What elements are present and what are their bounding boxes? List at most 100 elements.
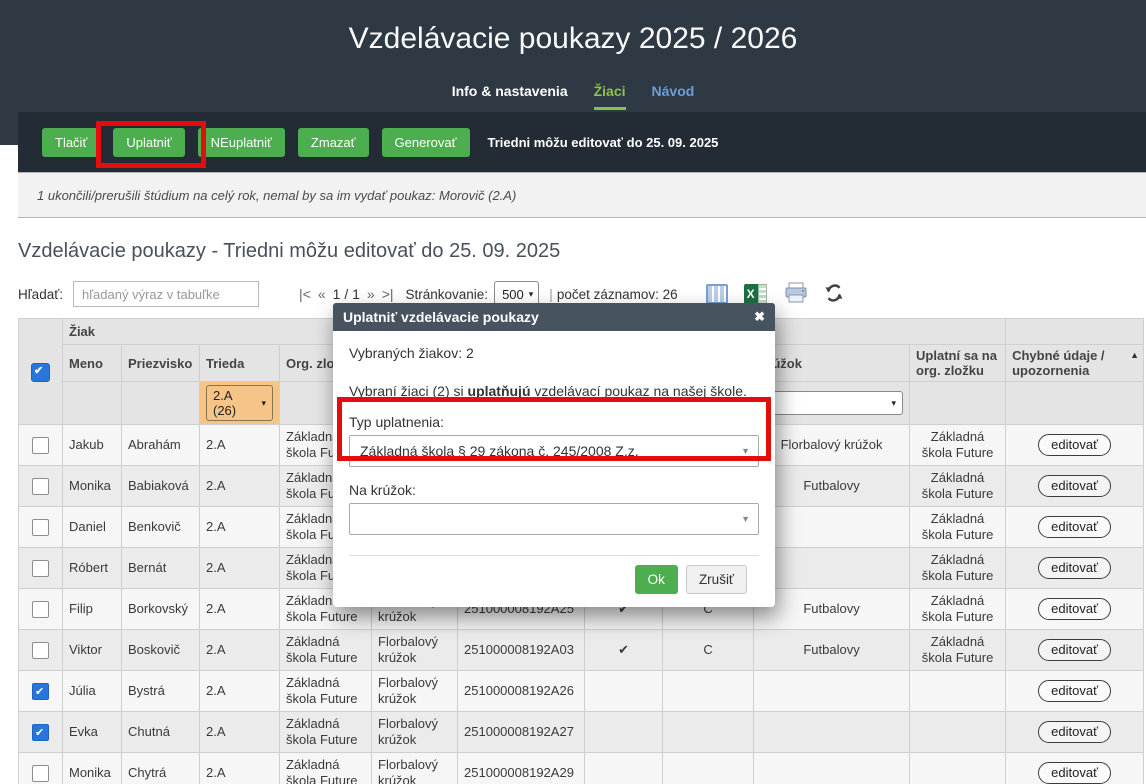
col-priezvisko[interactable]: Priezvisko (121, 344, 200, 382)
tab-navod[interactable]: Návod (651, 83, 695, 99)
row-checkbox[interactable] (32, 436, 49, 454)
kruzok-select[interactable]: ▼ (349, 503, 759, 535)
cell-uplatni-sa: Základná škola Future (909, 547, 1007, 589)
cell-na-kruzok (753, 506, 911, 548)
cell-meno: Júlia (62, 670, 122, 712)
ok-button[interactable]: Ok (634, 565, 678, 594)
cell-priezvisko: Bystrá (121, 670, 200, 712)
trieda-filter-cell: 2.A (26) ▾ (199, 381, 280, 425)
tab-ziaci[interactable]: Žiaci (593, 83, 626, 110)
cell-voucher-code: 251000008192A03 (457, 629, 586, 671)
col-meno[interactable]: Meno (62, 344, 122, 382)
editovat-button[interactable]: editovať (1038, 475, 1111, 497)
row-checkbox[interactable] (32, 764, 49, 782)
col-uplatni-sa[interactable]: Uplatní sa na org. zložku (909, 344, 1007, 382)
tab-info-nastavenia[interactable]: Info & nastavenia (451, 83, 568, 99)
select-arrow-icon: ▼ (741, 514, 750, 524)
tlacit-button[interactable]: Tlačiť (42, 127, 101, 157)
col-na-kruzok[interactable]: krúžok (753, 344, 911, 382)
table-tools: X (705, 282, 844, 307)
excel-export-icon[interactable]: X (743, 284, 768, 304)
cell-trieda: 2.A (199, 752, 280, 784)
row-checkbox[interactable] (32, 641, 49, 659)
zmazat-button[interactable]: Zmazať (297, 127, 369, 157)
print-icon[interactable] (784, 282, 808, 307)
toolbar: Tlačiť Uplatniť NEuplatniť Zmazať Genero… (18, 112, 1146, 172)
page-indicator: 1 / 1 (332, 286, 360, 302)
first-page-button[interactable]: |< (299, 286, 311, 302)
row-checkbox[interactable] (32, 723, 49, 741)
table-row: Viktor Boskovič 2.A Základná škola Futur… (18, 629, 1145, 671)
row-checkbox[interactable] (32, 559, 49, 577)
editovat-button[interactable]: editovať (1038, 762, 1111, 784)
cell-meno: Filip (62, 588, 122, 630)
cell-trieda: 2.A (199, 424, 280, 466)
cell-kruzok: Florbalový krúžok (370, 752, 459, 784)
next-page-button[interactable]: » (366, 286, 375, 302)
cell-uplatneny-check (584, 752, 664, 784)
cell-na-kruzok: Futbalovy (753, 588, 911, 630)
cell-trieda: 2.A (199, 547, 280, 589)
cell-uplatni-sa: Základná škola Future (909, 588, 1007, 630)
page-title: Vzdelávacie poukazy - Triedni môžu edito… (18, 240, 561, 262)
cell-kruzok: Florbalový krúžok (370, 670, 459, 712)
cell-uplatni-sa: Základná škola Future (909, 506, 1007, 548)
search-input[interactable] (73, 281, 260, 307)
cell-priezvisko: Babiaková (121, 465, 200, 507)
chevron-down-icon: ▾ (528, 288, 534, 299)
editovat-button[interactable]: editovať (1038, 516, 1111, 538)
uplatnit-button[interactable]: Uplatniť (113, 127, 185, 157)
editovat-button[interactable]: editovať (1038, 598, 1111, 620)
kruzok-label: Na krúžok: (349, 482, 416, 498)
close-icon[interactable]: ✖ (754, 309, 765, 324)
cell-na-kruzok (753, 711, 911, 753)
uplatnit-modal: Uplatniť vzdelávacie poukazy ✖ Vybraných… (333, 303, 775, 607)
cell-meno: Daniel (62, 506, 122, 548)
table-row: Júlia Bystrá 2.A Základná škola Future F… (18, 670, 1145, 712)
type-label: Typ uplatnenia: (349, 414, 444, 430)
cancel-button[interactable]: Zrušiť (685, 565, 747, 594)
prev-page-button[interactable]: « (317, 286, 326, 302)
type-select[interactable]: Základná škola § 29 zákona č. 245/2008 Z… (349, 435, 759, 467)
generovat-button[interactable]: Generovať (381, 127, 470, 157)
editovat-button[interactable]: editovať (1038, 680, 1111, 702)
table-row: Monika Chytrá 2.A Základná škola Future … (18, 752, 1145, 784)
modal-sentence: Vybraní žiaci (2) si uplatňujú vzdelávac… (349, 383, 747, 399)
row-checkbox[interactable] (32, 600, 49, 618)
chevron-down-icon: ▾ (261, 397, 266, 408)
row-checkbox[interactable] (32, 518, 49, 536)
cell-trieda: 2.A (199, 711, 280, 753)
warning-text: 1 ukončili/prerušili štúdium na celý rok… (37, 187, 517, 203)
editovat-button[interactable]: editovať (1038, 434, 1111, 456)
sort-asc-icon[interactable]: ▲ (1130, 350, 1140, 360)
col-chybne-udaje[interactable]: Chybné údaje / upozornenia ▲ (1005, 344, 1145, 382)
cell-na-kruzok (753, 547, 911, 589)
cell-kruzok: Florbalový krúžok (370, 629, 459, 671)
modal-body: Vybraných žiakov: 2 Vybraní žiaci (2) si… (333, 331, 775, 607)
editovat-button[interactable]: editovať (1038, 721, 1111, 743)
neuplatnit-button[interactable]: NEuplatniť (197, 127, 285, 157)
modal-title: Uplatniť vzdelávacie poukazy (343, 309, 539, 325)
cell-uplatneny-check (584, 711, 664, 753)
cell-typ (662, 670, 755, 712)
cell-na-kruzok: Florbalový krúžok (753, 424, 911, 466)
cell-org-zlozka: Základná škola Future (279, 629, 372, 671)
cell-voucher-code: 251000008192A29 (457, 752, 586, 784)
select-all-checkbox[interactable] (31, 363, 50, 382)
trieda-filter-select[interactable]: 2.A (26) ▾ (206, 385, 273, 421)
cell-meno: Monika (62, 752, 122, 784)
editovat-button[interactable]: editovať (1038, 557, 1111, 579)
columns-icon[interactable] (705, 284, 728, 304)
editovat-button[interactable]: editovať (1038, 639, 1111, 661)
last-page-button[interactable]: >| (381, 286, 394, 302)
cell-na-kruzok: Futbalovy (753, 465, 911, 507)
pagination: |< « 1 / 1 » >| (299, 286, 393, 302)
row-checkbox[interactable] (32, 682, 49, 700)
cell-org-zlozka: Základná škola Future (279, 670, 372, 712)
col-trieda[interactable]: Trieda (199, 344, 280, 382)
row-checkbox[interactable] (32, 477, 49, 495)
refresh-icon[interactable] (824, 283, 844, 306)
cell-trieda: 2.A (199, 588, 280, 630)
kruzok-filter-select[interactable]: ▾ (760, 391, 904, 415)
cell-meno: Róbert (62, 547, 122, 589)
